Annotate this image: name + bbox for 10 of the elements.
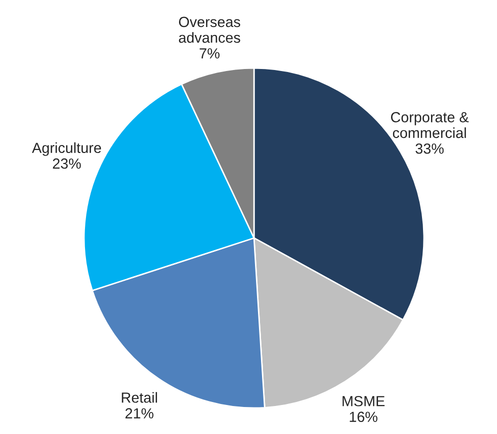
slice-label: Retail — [122, 392, 158, 403]
slice-label: MSME — [342, 396, 385, 406]
data-label: 33% — [416, 143, 444, 154]
slice-label: Agriculture — [32, 142, 101, 156]
data-label: 21% — [125, 408, 154, 418]
data-label: 7% — [200, 48, 220, 58]
data-label: 16% — [350, 412, 378, 422]
slice-label: Corporate & commercial — [391, 112, 469, 138]
slice-label: Overseas advances — [178, 16, 240, 43]
data-label: 23% — [52, 158, 81, 169]
